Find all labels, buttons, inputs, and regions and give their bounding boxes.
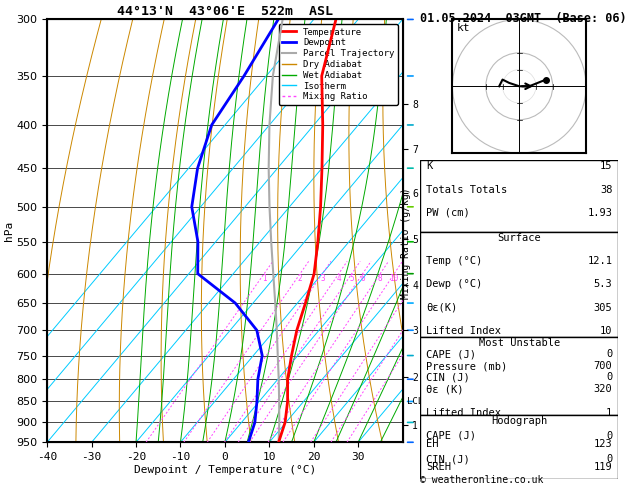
Text: PW (cm): PW (cm) xyxy=(426,208,470,218)
Text: 1: 1 xyxy=(606,408,613,418)
Text: 0: 0 xyxy=(606,431,613,441)
Bar xyxy=(420,415,618,479)
Text: 5: 5 xyxy=(350,274,354,283)
Text: LCL: LCL xyxy=(407,398,423,406)
Text: Dewp (°C): Dewp (°C) xyxy=(426,279,482,290)
Text: Totals Totals: Totals Totals xyxy=(426,185,508,194)
Text: 01.05.2024  03GMT  (Base: 06): 01.05.2024 03GMT (Base: 06) xyxy=(420,12,626,25)
Text: 0: 0 xyxy=(606,454,613,464)
Text: 38: 38 xyxy=(600,185,613,194)
Legend: Temperature, Dewpoint, Parcel Trajectory, Dry Adiabat, Wet Adiabat, Isotherm, Mi: Temperature, Dewpoint, Parcel Trajectory… xyxy=(279,24,398,105)
Text: K: K xyxy=(426,161,432,172)
Text: 123: 123 xyxy=(594,439,613,449)
Bar xyxy=(420,160,618,232)
Text: 15: 15 xyxy=(600,161,613,172)
Text: 305: 305 xyxy=(594,303,613,312)
Text: EH: EH xyxy=(426,439,438,449)
X-axis label: Dewpoint / Temperature (°C): Dewpoint / Temperature (°C) xyxy=(134,465,316,475)
Text: 5.3: 5.3 xyxy=(594,279,613,290)
Text: 8: 8 xyxy=(378,274,382,283)
Text: 0: 0 xyxy=(606,349,613,359)
Text: Temp (°C): Temp (°C) xyxy=(426,256,482,266)
Bar xyxy=(420,232,618,337)
Text: © weatheronline.co.uk: © weatheronline.co.uk xyxy=(420,474,543,485)
Text: kt: kt xyxy=(457,23,470,34)
Text: CIN (J): CIN (J) xyxy=(426,454,470,464)
Text: Pressure (mb): Pressure (mb) xyxy=(426,361,508,371)
Text: Most Unstable: Most Unstable xyxy=(479,338,560,348)
Text: 10: 10 xyxy=(600,326,613,336)
Text: Lifted Index: Lifted Index xyxy=(426,408,501,418)
Text: 3: 3 xyxy=(320,274,325,283)
Text: θε (K): θε (K) xyxy=(426,384,464,395)
Text: Surface: Surface xyxy=(498,233,541,243)
Text: 700: 700 xyxy=(594,361,613,371)
Text: 2: 2 xyxy=(298,274,303,283)
Y-axis label: hPa: hPa xyxy=(4,221,14,241)
Text: Mixing Ratio (g/kg): Mixing Ratio (g/kg) xyxy=(401,187,411,299)
Text: 12.1: 12.1 xyxy=(587,256,613,266)
Text: 1.93: 1.93 xyxy=(587,208,613,218)
Text: CAPE (J): CAPE (J) xyxy=(426,431,476,441)
Bar xyxy=(420,337,618,415)
Text: 0: 0 xyxy=(606,372,613,382)
Title: 44°13'N  43°06'E  522m  ASL: 44°13'N 43°06'E 522m ASL xyxy=(117,5,333,18)
Text: Lifted Index: Lifted Index xyxy=(426,326,501,336)
Text: CIN (J): CIN (J) xyxy=(426,372,470,382)
Text: CAPE (J): CAPE (J) xyxy=(426,349,476,359)
Text: 6: 6 xyxy=(360,274,365,283)
Text: Hodograph: Hodograph xyxy=(491,416,547,426)
Text: SREH: SREH xyxy=(426,463,451,472)
Text: 1: 1 xyxy=(262,274,267,283)
Text: 10: 10 xyxy=(389,274,399,283)
Text: θε(K): θε(K) xyxy=(426,303,457,312)
Y-axis label: km
ASL: km ASL xyxy=(426,209,443,231)
Text: 320: 320 xyxy=(594,384,613,395)
Text: 4: 4 xyxy=(337,274,341,283)
Text: 119: 119 xyxy=(594,463,613,472)
